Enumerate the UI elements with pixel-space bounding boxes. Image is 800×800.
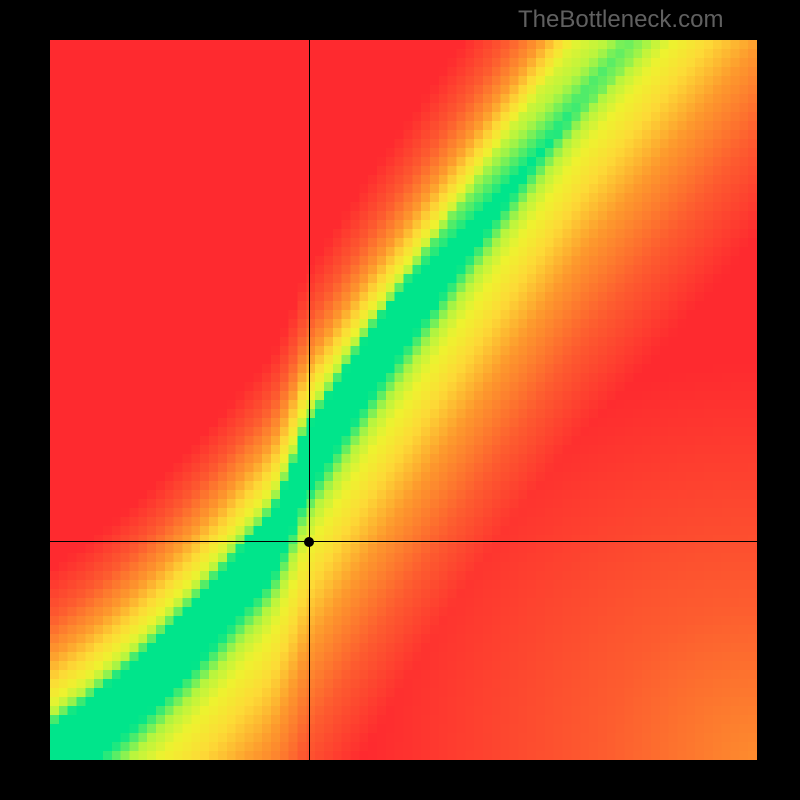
frame-right xyxy=(757,0,800,800)
frame-left xyxy=(0,0,50,800)
crosshair-horizontal xyxy=(50,541,757,542)
heatmap-plot xyxy=(50,40,757,760)
heatmap-canvas xyxy=(50,40,757,760)
frame-bottom xyxy=(0,760,800,800)
crosshair-vertical xyxy=(309,40,310,760)
chart-container: TheBottleneck.com xyxy=(0,0,800,800)
watermark-text: TheBottleneck.com xyxy=(518,6,723,34)
